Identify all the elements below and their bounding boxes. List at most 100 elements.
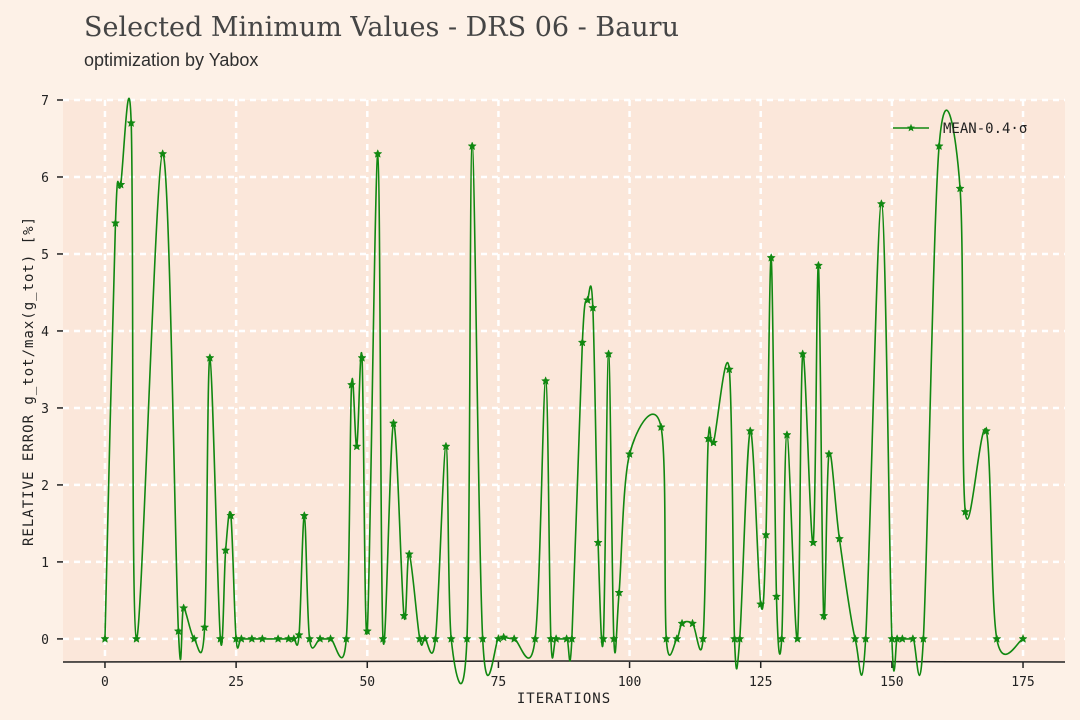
data-point-27: [346, 379, 357, 389]
data-point-100: [1018, 634, 1028, 643]
data-point-2: [116, 179, 126, 189]
data-point-85: [824, 449, 834, 459]
x-tick-label-1: 25: [228, 675, 244, 690]
data-point-79: [782, 430, 792, 439]
data-point-5: [158, 149, 168, 158]
data-point-43: [478, 634, 488, 643]
data-point-38: [430, 634, 441, 643]
data-point-1: [110, 218, 121, 228]
data-point-29: [357, 353, 367, 362]
data-point-87: [850, 634, 860, 643]
chart-title: Selected Minimum Values - DRS 06 - Bauru: [84, 12, 679, 43]
data-point-70: [724, 364, 734, 374]
data-point-12: [221, 545, 231, 555]
data-point-30: [362, 626, 372, 636]
data-point-89: [876, 199, 886, 208]
data-point-16: [247, 634, 257, 643]
data-point-10: [205, 353, 215, 362]
data-point-52: [567, 634, 577, 643]
chart-subtitle: optimization by Yabox: [84, 50, 259, 70]
data-point-81: [798, 349, 808, 358]
data-point-11: [215, 634, 226, 643]
data-point-62: [656, 422, 666, 432]
data-point-78: [777, 634, 787, 643]
data-point-86: [834, 533, 845, 543]
data-point-33: [388, 418, 399, 428]
data-point-72: [735, 634, 745, 643]
data-point-23: [304, 634, 315, 643]
data-point-37: [420, 634, 430, 643]
x-tick-label-6: 150: [880, 675, 903, 690]
data-point-22: [299, 510, 309, 520]
data-point-18: [273, 634, 283, 643]
plot-area: [63, 100, 1065, 662]
y-tick-label-7: 7: [41, 94, 49, 109]
data-point-31: [373, 149, 383, 158]
y-tick-label-6: 6: [41, 171, 49, 186]
legend-marker-0: [907, 123, 915, 132]
data-point-24: [315, 634, 325, 643]
data-point-59: [609, 634, 619, 643]
data-point-69: [708, 437, 719, 447]
data-point-65: [677, 618, 687, 628]
data-point-74: [756, 599, 766, 609]
data-point-95: [934, 141, 944, 151]
data-point-39: [441, 441, 451, 451]
y-tick-label-1: 1: [41, 556, 49, 571]
x-tick-label-0: 0: [101, 675, 109, 690]
data-point-57: [598, 634, 608, 643]
data-point-63: [661, 634, 671, 643]
data-point-35: [404, 549, 414, 559]
y-tick-label-0: 0: [41, 633, 49, 648]
data-point-21: [294, 630, 304, 639]
legend: MEAN-0.4·σ: [893, 121, 1027, 137]
x-tick-label-2: 50: [359, 675, 375, 690]
y-tick-label-4: 4: [41, 325, 49, 340]
data-point-32: [378, 634, 388, 643]
axes: 0 25 50 75 100 125 150 175 0 1 2 3 4 5 6 7: [41, 94, 1066, 690]
x-tick-label-5: 125: [749, 675, 772, 690]
data-point-73: [745, 426, 755, 435]
data-point-96: [955, 183, 965, 193]
data-point-60: [614, 587, 624, 597]
data-point-92: [897, 634, 907, 643]
data-point-50: [551, 634, 561, 643]
data-point-17: [257, 634, 267, 643]
data-point-47: [530, 634, 540, 643]
data-point-48: [541, 376, 551, 385]
data-point-4: [131, 634, 142, 643]
data-point-54: [582, 295, 593, 305]
data-point-98: [981, 426, 991, 435]
data-point-82: [808, 537, 818, 547]
data-point-80: [792, 634, 803, 643]
legend-label-0: MEAN-0.4·σ: [943, 121, 1027, 137]
data-point-84: [819, 610, 829, 620]
data-point-28: [352, 441, 362, 451]
data-point-83: [813, 260, 824, 270]
data-point-8: [189, 634, 199, 643]
x-tick-label-7: 175: [1011, 675, 1034, 690]
data-point-75: [761, 530, 771, 539]
data-point-93: [908, 634, 918, 643]
data-point-58: [603, 349, 614, 358]
data-point-26: [341, 634, 351, 643]
data-point-0: [100, 634, 110, 643]
data-point-94: [918, 634, 928, 643]
x-axis-label: ITERATIONS: [517, 691, 611, 707]
data-point-97: [960, 507, 970, 516]
data-point-76: [766, 252, 776, 262]
data-point-56: [593, 537, 603, 547]
data-point-25: [325, 634, 336, 643]
data-point-99: [992, 634, 1002, 643]
data-point-45: [499, 632, 509, 642]
data-point-61: [624, 449, 635, 459]
x-tick-label-4: 100: [618, 675, 641, 690]
data-point-41: [462, 634, 472, 643]
y-tick-label-5: 5: [41, 248, 49, 263]
grid: [63, 98, 1065, 662]
data-point-66: [687, 618, 698, 628]
data-point-15: [236, 634, 246, 643]
y-axis-label: RELATIVE ERROR g_tot/max(g_tot) [%]: [21, 216, 37, 546]
series-layer: [100, 97, 1028, 685]
